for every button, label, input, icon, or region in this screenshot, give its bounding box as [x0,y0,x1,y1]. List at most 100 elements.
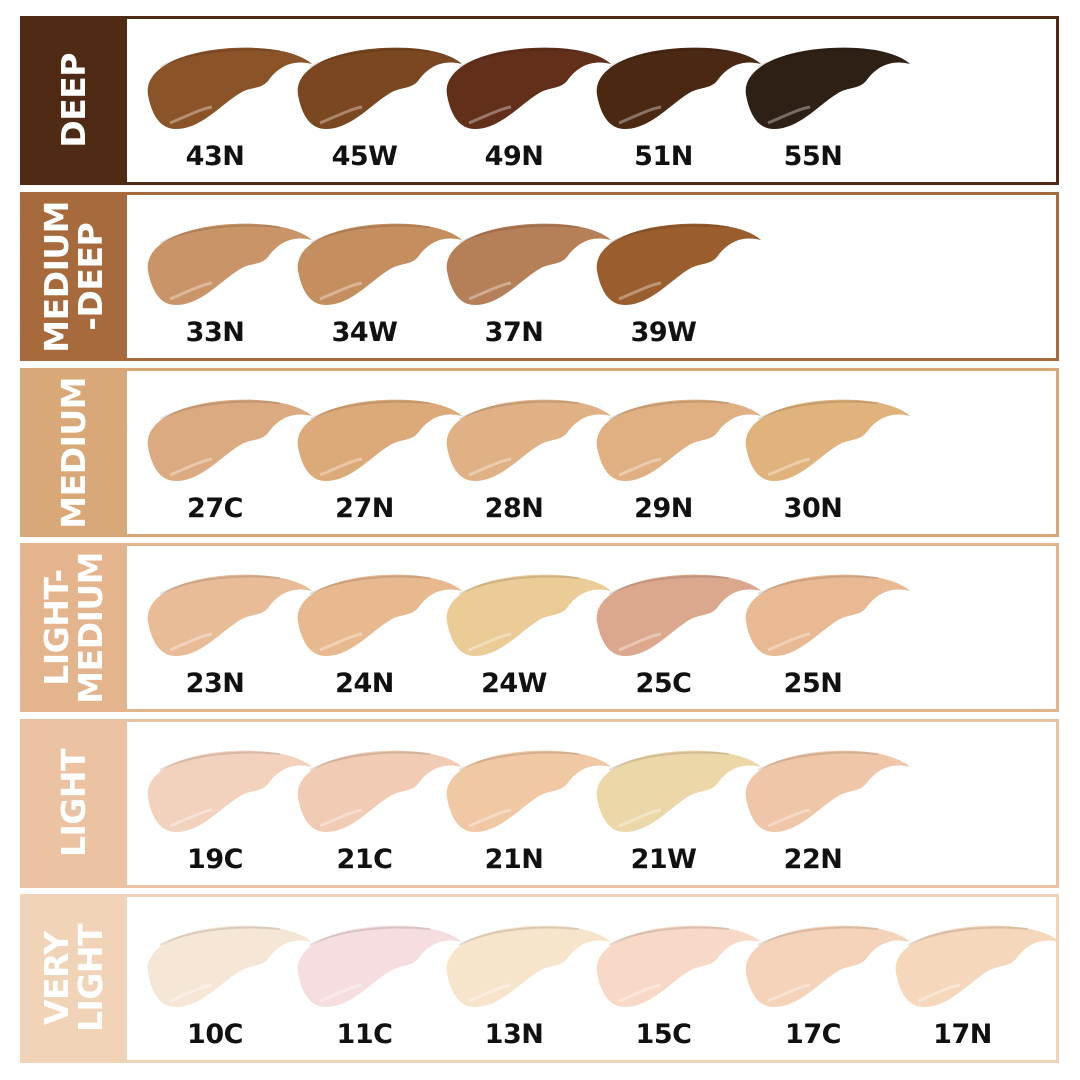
shade-code: 28N [484,493,544,524]
swatch-edge [309,224,430,244]
swatch-highlight [617,457,661,477]
shade-code: 17N [933,1019,992,1050]
swatch-smear [147,750,312,832]
swatch-edge [309,575,430,595]
swatch-edge [608,400,729,420]
swatch-edge [309,48,430,68]
shade-swatch[interactable]: 55N [738,37,913,182]
shade-group-deep: DEEP 43N 45W 49N 51N 55N [20,16,1059,185]
swatch-edge [757,575,879,595]
swatch-fill [297,47,462,129]
shade-swatch[interactable]: 25N [738,564,913,709]
swatch-edge [309,400,430,420]
swatch-smear [147,223,312,305]
shade-swatch[interactable]: 30N [738,389,913,534]
swatch-highlight [169,105,213,125]
swatch-highlight [767,983,811,1003]
swatch-smear [596,574,761,656]
shade-swatch[interactable]: 43N [140,37,315,182]
swatch-highlight [468,632,512,652]
swatch-fill [446,223,611,305]
shade-swatch[interactable]: 19C [140,740,315,885]
swatch-edge [757,751,879,771]
shade-swatch[interactable]: 28N [439,389,614,534]
shade-swatch[interactable]: 45W [290,37,465,182]
shade-swatch[interactable]: 11C [290,915,465,1060]
swatch-edge [608,575,729,595]
swatch-fill [446,47,611,129]
swatch-edge [608,48,729,68]
swatch-fill [297,925,462,1007]
swatch-highlight [767,808,811,828]
swatch-smear [297,925,462,1007]
swatch-edge [757,48,879,68]
shade-swatch[interactable]: 33N [140,213,315,358]
swatch-fill [147,223,312,305]
swatch-fill [147,399,312,481]
swatch-edge [757,400,879,420]
group-label: LIGHT [53,749,93,858]
swatch-highlight [169,281,213,301]
shade-code: 21C [336,844,393,875]
shade-swatch[interactable]: 21C [290,740,465,885]
swatch-highlight [169,983,213,1003]
shade-swatch[interactable]: 39W [589,213,764,358]
shade-swatch[interactable]: 24N [290,564,465,709]
swatch-smear [446,574,611,656]
swatch-smear [895,925,1060,1007]
swatch-edge [458,751,580,771]
swatch-fill [596,399,761,481]
swatch-smear [147,399,312,481]
shade-swatch[interactable]: 37N [439,213,614,358]
swatch-smear [596,399,761,481]
shade-code: 51N [634,141,693,172]
shade-code: 21W [630,844,697,875]
shade-group-light-medium: LIGHT- MEDIUM 23N 24N 24W 25C 25N [20,543,1059,712]
shade-swatch[interactable]: 49N [439,37,614,182]
shade-swatch[interactable]: 27C [140,389,315,534]
swatch-edge [458,400,580,420]
shade-code: 24W [481,668,547,699]
shade-swatch[interactable]: 13N [439,915,614,1060]
shade-code: 55N [783,141,843,172]
swatch-edge [159,224,281,244]
shade-swatch[interactable]: 17C [738,915,913,1060]
shade-swatch[interactable]: 17N [888,915,1063,1060]
swatch-highlight [468,983,512,1003]
swatch-smear [446,47,611,129]
swatch-highlight [767,105,811,125]
shade-swatch[interactable]: 22N [738,740,913,885]
shade-swatch[interactable]: 25C [589,564,764,709]
group-label: MEDIUM [53,376,93,529]
swatch-smear [596,750,761,832]
shade-group-medium-deep: MEDIUM -DEEP 33N 34W 37N 39W [20,192,1059,361]
swatch-highlight [916,983,960,1003]
swatch-smear [745,399,910,481]
swatch-fill [297,399,462,481]
shade-swatch[interactable]: 21N [439,740,614,885]
shade-code: 22N [783,844,843,875]
swatch-fill [297,223,462,305]
swatch-highlight [468,457,512,477]
swatch-edge [458,224,580,244]
shade-swatch[interactable]: 51N [589,37,764,182]
shade-swatch[interactable]: 21W [589,740,764,885]
swatch-edge [159,575,281,595]
shade-code: 13N [484,1019,544,1050]
shade-swatch[interactable]: 29N [589,389,764,534]
shade-swatch[interactable]: 15C [589,915,764,1060]
swatch-edge [757,926,879,946]
swatch-highlight [468,105,512,125]
shade-swatch[interactable]: 34W [290,213,465,358]
shade-code: 27N [335,493,394,524]
shade-code: 19C [187,844,243,875]
shade-swatch[interactable]: 23N [140,564,315,709]
shade-swatch[interactable]: 27N [290,389,465,534]
shade-code: 39W [630,317,697,348]
shade-swatch[interactable]: 24W [439,564,614,709]
swatch-highlight [468,281,512,301]
swatch-smear [297,47,462,129]
swatch-highlight [767,632,811,652]
shade-swatch[interactable]: 10C [140,915,315,1060]
swatch-fill [895,925,1060,1007]
